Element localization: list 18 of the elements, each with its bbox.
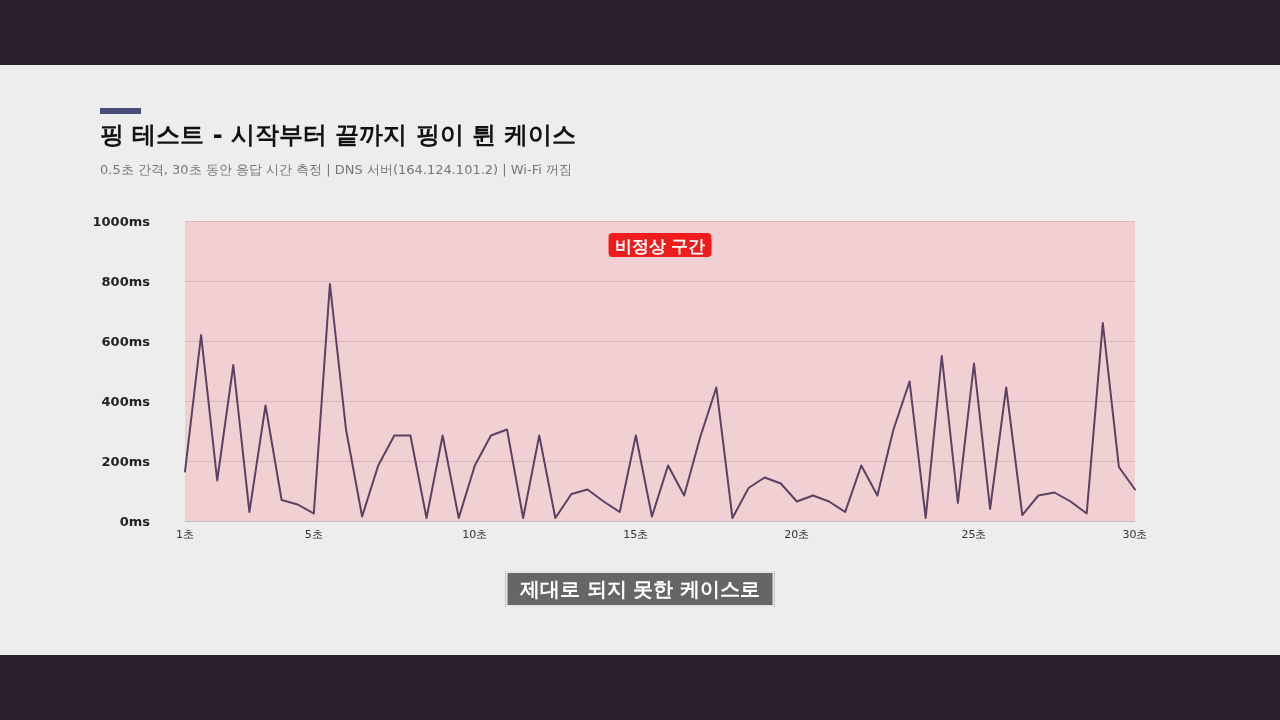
y-tick-label: 200ms: [101, 453, 151, 469]
x-tick-label: 15초: [623, 528, 649, 541]
x-tick-label: 1초: [176, 528, 194, 541]
chart-subtitle: 0.5초 간격, 30초 동안 응답 시간 측정 | DNS 서버(164.124.101.2) | Wi-Fi 꺼짐: [100, 161, 572, 179]
y-tick-label: 1000ms: [92, 213, 151, 229]
band-label: 비정상 구간: [614, 235, 706, 256]
y-tick-label: 800ms: [101, 273, 151, 289]
text: 제대로 되지 못한 케이스로: [505, 571, 775, 607]
y-tick-label: 600ms: [101, 333, 151, 349]
y-tick-label: 400ms: [101, 393, 151, 409]
x-tick-label: 20초: [784, 528, 810, 541]
x-tick-label: 5초: [304, 528, 323, 541]
x-tick-label: 30초: [1122, 528, 1148, 541]
y-tick-label: 0ms: [119, 513, 151, 529]
line-series: [184, 283, 1136, 519]
chart-title: 핑 테스트 - 시작부터 끝까지 핑이 튄 케이스: [100, 120, 577, 151]
x-tick-label: 25초: [961, 528, 987, 541]
x-tick-label: 10초: [462, 528, 488, 541]
